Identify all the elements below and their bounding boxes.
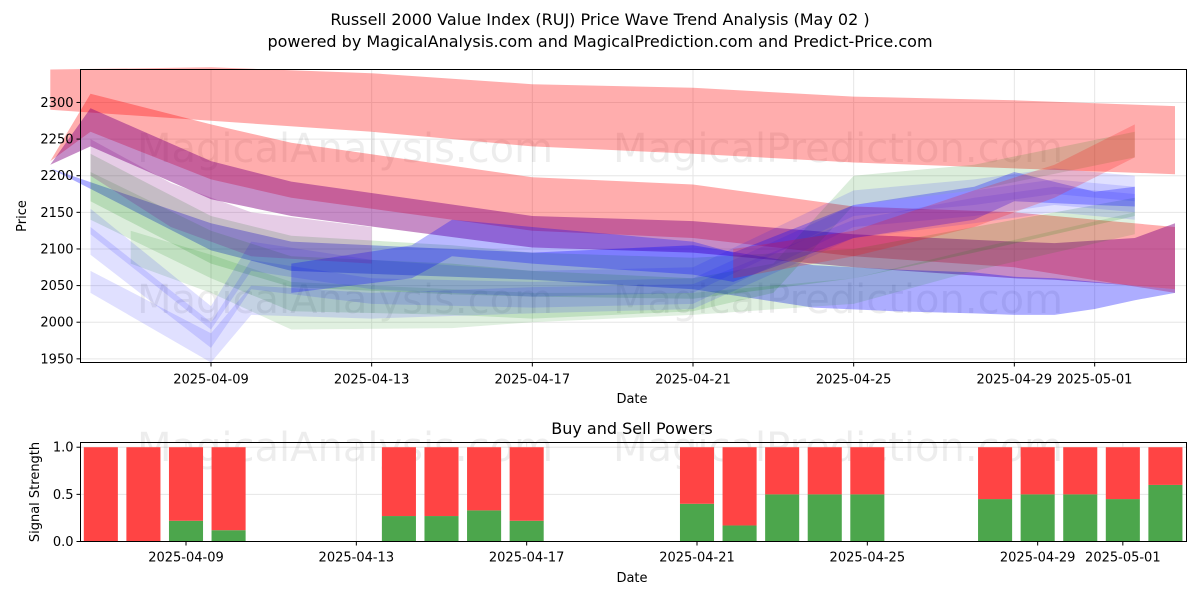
signal-x-tick-label: 2025-04-13: [319, 551, 395, 566]
price-grid: [80, 69, 1187, 363]
watermark-mid-right: MagicalPrediction.com: [613, 277, 1063, 323]
price-y-tick-label: 1950: [40, 352, 73, 367]
buy-bar: [1148, 484, 1183, 542]
signal-bars: [83, 447, 1183, 542]
watermark-top-left: MagicalAnalysis.com: [137, 126, 553, 172]
signal-panel-title: Buy and Sell Powers: [551, 419, 713, 438]
buy-bar: [467, 510, 502, 542]
wave-band-13: [90, 139, 372, 264]
sell-bar: [807, 447, 842, 495]
wave-band-9: [90, 179, 1135, 348]
buy-bar: [168, 520, 204, 542]
sell-bar: [1105, 447, 1140, 500]
signal-y-tick-label: 0.5: [53, 488, 74, 503]
sell-bar: [1148, 447, 1183, 485]
chart-title: Russell 2000 Value Index (RUJ) Price Wav…: [330, 10, 870, 29]
price-axes-frame: [80, 69, 1187, 363]
buy-bar: [679, 503, 715, 542]
price-y-tick-label: 2150: [40, 206, 73, 221]
buy-bar: [381, 516, 416, 542]
wave-band-12: [733, 124, 1135, 279]
wave-band-11: [291, 172, 1135, 293]
price-x-tick-label: 2025-04-21: [655, 373, 731, 388]
wave-band-10: [90, 186, 1135, 363]
wave-band-1: [50, 67, 1175, 175]
price-y-tick-label: 2300: [40, 96, 73, 111]
wave-band-2: [50, 93, 1175, 293]
sell-bar: [978, 447, 1013, 500]
signal-x-label: Date: [616, 571, 647, 586]
price-x-tick-label: 2025-04-13: [334, 373, 410, 388]
signal-x-tick-label: 2025-04-09: [148, 551, 224, 566]
buy-bar: [765, 494, 800, 542]
sell-bar: [765, 447, 800, 495]
watermark-mid-left: MagicalAnalysis.com: [137, 277, 553, 323]
sell-bar: [168, 447, 204, 521]
signal-x-tick-label: 2025-04-17: [489, 551, 565, 566]
buy-bar: [1063, 494, 1098, 542]
watermark-top-right: MagicalPrediction.com: [613, 126, 1063, 172]
buy-bar: [424, 516, 459, 542]
price-y-tick-label: 2200: [40, 169, 73, 184]
sell-bar: [467, 447, 502, 511]
price-wave-series: [50, 67, 1175, 363]
sell-bar: [850, 447, 885, 495]
sell-bar: [509, 447, 544, 521]
signal-y-label: Signal Strength: [28, 442, 43, 542]
buy-bar: [1020, 494, 1055, 542]
signal-x-tick-label: 2025-04-25: [830, 551, 906, 566]
sell-bar: [679, 447, 715, 504]
price-x-label: Date: [616, 392, 647, 407]
wave-band-7: [130, 212, 1135, 330]
wave-band-6: [90, 131, 1135, 319]
price-x-tick-label: 2025-04-29: [977, 373, 1053, 388]
buy-bar: [509, 520, 544, 542]
price-y-tick-label: 2000: [40, 316, 73, 331]
sell-bar: [83, 447, 118, 542]
signal-axes: 0.0 0.5 1.0 2025-04-09 2025-04-13 2025-04-17 2…: [53, 441, 1161, 566]
wave-band-8: [90, 168, 1135, 330]
price-x-tick-label: 2025-04-25: [816, 373, 892, 388]
signal-y-tick-label: 1.0: [53, 441, 74, 456]
signal-x-tick-label: 2025-04-29: [1000, 551, 1076, 566]
price-x-tick-label: 2025-05-01: [1057, 373, 1133, 388]
price-x-tick-label: 2025-04-17: [495, 373, 571, 388]
price-y-tick-label: 2050: [40, 279, 73, 294]
wave-band-3: [50, 108, 1175, 290]
signal-x-tick-label: 2025-05-01: [1085, 551, 1161, 566]
price-watermarks: MagicalAnalysis.com MagicalPrediction.co…: [137, 126, 1063, 323]
buy-bar: [807, 494, 842, 542]
signal-y-tick-label: 0.0: [53, 535, 74, 550]
sell-bar: [126, 447, 161, 542]
sell-bar: [1063, 447, 1098, 495]
sell-bar: [424, 447, 459, 517]
sell-bar: [381, 447, 416, 517]
buy-bar: [722, 525, 757, 542]
wave-band-5: [90, 153, 1135, 299]
buy-bar: [211, 530, 246, 542]
buy-bar: [1105, 499, 1140, 542]
sell-bar: [722, 447, 757, 526]
sell-bar: [211, 447, 246, 531]
chart-subtitle: powered by MagicalAnalysis.com and Magic…: [267, 32, 933, 51]
sell-bar: [1020, 447, 1055, 495]
buy-bar: [978, 499, 1013, 542]
signal-x-tick-label: 2025-04-21: [659, 551, 735, 566]
signal-axes-frame: [80, 442, 1187, 542]
price-y-label: Price: [15, 200, 30, 232]
price-y-tick-label: 2100: [40, 242, 73, 257]
price-y-tick-label: 2250: [40, 133, 73, 148]
buy-bar: [850, 494, 885, 542]
price-x-tick-label: 2025-04-09: [173, 373, 249, 388]
price-axes: 1950 2000 2050 2100 2150 2200 2250 2300 2025-04-…: [40, 96, 1132, 388]
wave-band-4: [50, 168, 1175, 315]
